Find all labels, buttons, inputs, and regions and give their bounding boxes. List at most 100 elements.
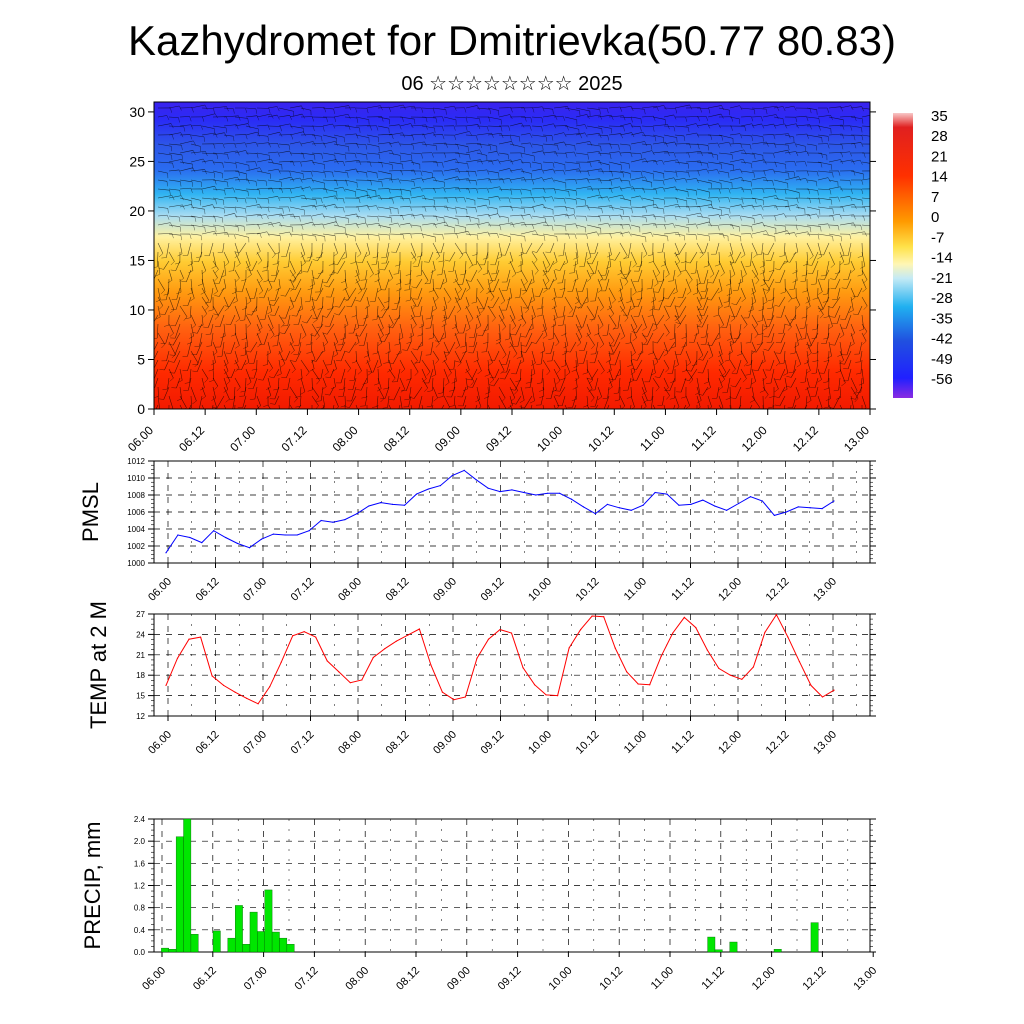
wind-barb [696,233,710,237]
wind-barb [607,323,610,336]
wind-barb [267,106,278,109]
wind-barb [784,251,788,262]
wind-barb-flag [181,145,183,151]
wind-barb [707,341,714,357]
wind-barb [274,386,280,400]
top-y-tick-label: 0 [137,401,145,417]
wind-barb-flag [742,159,746,164]
wind-barb-flag [746,364,752,366]
wind-barb [641,232,652,235]
wind-barb [498,159,511,163]
wind-barb [772,404,775,409]
wind-barb [542,404,544,409]
wind-barb-flag [681,370,687,373]
top-y-tick-label: 30 [129,104,145,120]
wind-barb-flag [611,115,614,120]
wind-barb-flag [335,221,339,227]
wind-barb [157,123,172,127]
colorbar-label: -21 [931,270,953,287]
wind-barb-flag [646,288,652,290]
wind-barb-flag [362,382,368,385]
wind-barb-flag [839,214,842,219]
wind-barb [476,296,485,310]
wind-barb [399,341,402,353]
wind-barb [850,395,855,409]
wind-barb-flag [239,319,245,322]
wind-barb [421,107,434,109]
wind-barb-flag [763,170,766,176]
wind-barb [636,323,643,334]
wind-barb-flag [184,382,190,384]
wind-barb-flag [525,382,531,384]
wind-barb-flag [697,372,703,374]
wind-barb [718,350,724,363]
wind-barb [805,368,808,382]
wind-barb-flag [773,153,775,159]
wind-barb-flag [401,215,404,221]
wind-barb-flag [520,351,526,354]
wind-barb [718,260,725,274]
wind-barb [234,215,247,218]
wind-barb-flag [832,208,834,214]
wind-barb-flag [708,221,712,227]
wind-barb [861,107,870,110]
wind-barb [729,278,732,294]
x-tick-label: 11.00 [622,729,649,756]
wind-barb [586,260,595,274]
wind-barb [773,179,788,184]
precip-bar [249,911,258,953]
y-tick-label: 0.4 [134,926,146,935]
wind-barb [410,195,424,199]
wind-barb-flag [565,226,567,232]
wind-barb [806,233,819,235]
wind-barb-flag [280,359,286,361]
wind-barb-flag [849,196,853,201]
wind-barb-flag [357,206,360,212]
wind-barb-flag [204,227,206,233]
wind-barb [454,231,469,235]
wind-barb-flag [477,124,481,130]
wind-barb [300,170,312,172]
wind-barb [740,350,748,363]
wind-barb [861,278,867,289]
wind-barb [430,305,434,319]
wind-barb-flag [282,208,284,214]
top-y-tick-label: 15 [129,252,145,268]
wind-barb-flag [676,172,678,178]
wind-barb [168,215,180,218]
wind-barb [553,404,556,409]
wind-barb [174,341,181,356]
wind-barb-flag [460,273,466,276]
wind-barb [223,107,234,110]
wind-barb-flag [784,123,788,129]
wind-barb [355,222,366,226]
wind-barb [475,404,478,409]
wind-barb-flag [504,338,510,341]
wind-barb-flag [853,390,858,395]
wind-barb [487,178,503,181]
wind-barb [729,158,744,163]
wind-barb [784,161,795,163]
wind-barb [245,232,260,235]
wind-barb-flag [372,256,378,259]
wind-barb-flag [551,135,554,141]
wind-barb [586,287,589,302]
wind-barb [355,269,360,281]
wind-barb-flag [245,217,248,223]
wind-barb [839,251,845,263]
wind-barb-flag [301,262,306,267]
wind-barb [670,296,676,307]
wind-barb-flag [451,381,457,384]
wind-barb [419,350,423,363]
wind-barb-flag [466,378,472,381]
wind-barb [520,242,524,254]
wind-barb-flag [291,134,294,140]
wind-barb-flag [624,419,629,420]
wind-barb-flag [827,136,830,142]
wind-barb [410,214,423,217]
wind-barb [201,305,208,314]
wind-barb [408,395,412,407]
wind-barb-flag [454,332,459,336]
wind-barb [707,152,718,156]
wind-barb [816,404,819,409]
